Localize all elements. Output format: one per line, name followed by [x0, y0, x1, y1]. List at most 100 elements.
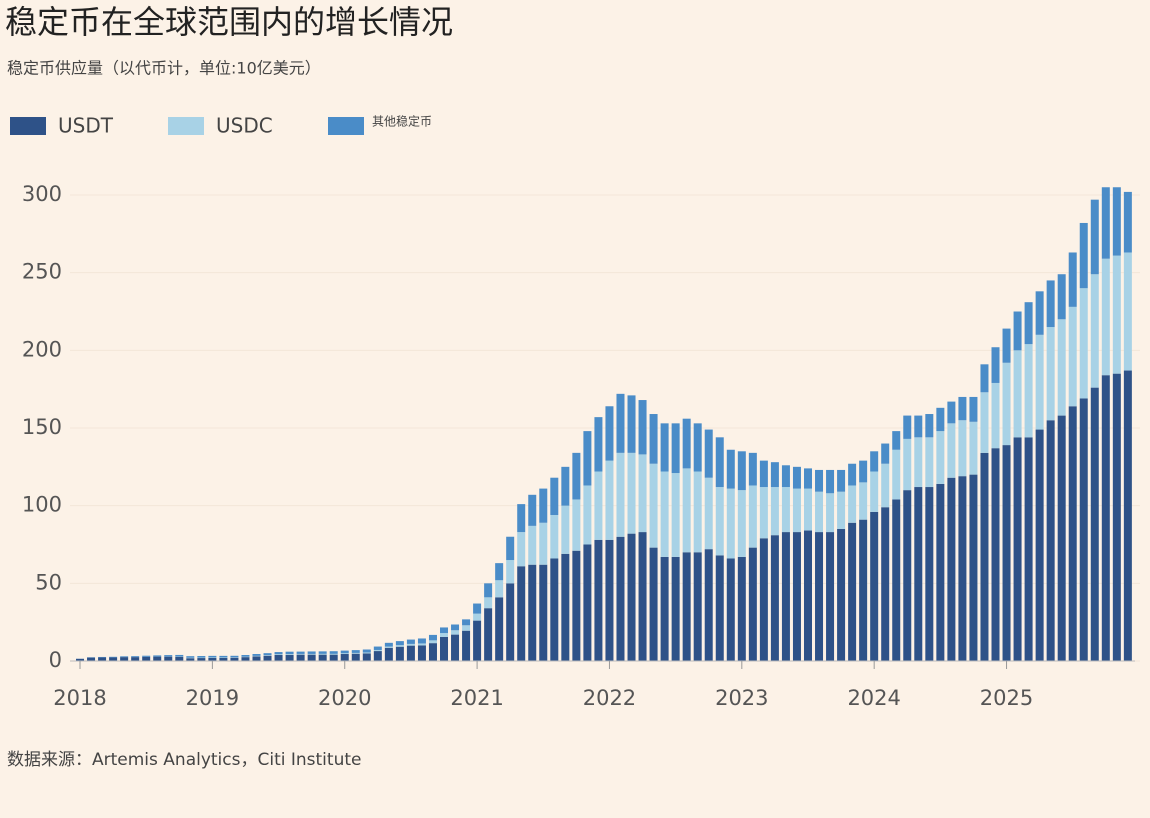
bar-segment — [263, 655, 272, 656]
bar-segment — [98, 657, 107, 661]
bar-segment — [870, 471, 879, 512]
bar-segment — [958, 396, 967, 421]
bar-segment — [252, 656, 261, 661]
bar-segment — [991, 347, 1000, 383]
bar-segment — [803, 468, 812, 489]
bar-segment — [704, 477, 713, 550]
bar-segment — [274, 654, 283, 655]
bar-segment — [219, 657, 228, 661]
bar-segment — [980, 452, 989, 661]
y-tick-label: 200 — [22, 337, 62, 361]
bar-segment — [561, 553, 570, 661]
bar-segment — [550, 477, 559, 515]
bar-segment — [991, 448, 1000, 661]
bar-segment — [859, 482, 868, 520]
bar-segment — [1079, 222, 1088, 289]
bar-segment — [859, 519, 868, 661]
bar-segment — [517, 504, 526, 533]
bar-segment — [351, 652, 360, 654]
bar-segment — [120, 657, 129, 661]
bar-segment — [362, 653, 371, 661]
bar-segment — [495, 580, 504, 598]
bar-segment — [428, 643, 437, 661]
legend-swatch — [10, 117, 46, 135]
bar-segment — [627, 533, 636, 661]
bar-segment — [351, 653, 360, 661]
bar-segment — [903, 490, 912, 661]
bar-segment — [329, 651, 338, 654]
bar-segment — [594, 417, 603, 472]
bar-segment — [1068, 252, 1077, 307]
bar-segment — [528, 494, 537, 526]
bar-segment — [572, 499, 581, 551]
bar-segment — [859, 460, 868, 483]
bar-segment — [373, 649, 382, 652]
bar-segment — [826, 469, 835, 494]
bar-segment — [495, 563, 504, 581]
bar-segment — [936, 407, 945, 432]
bar-segment — [340, 653, 349, 655]
bar-segment — [1057, 415, 1066, 661]
bar-segment — [307, 651, 316, 654]
x-tick-label: 2022 — [583, 686, 636, 710]
bar-segment — [142, 656, 151, 661]
y-tick-label: 300 — [22, 182, 62, 206]
bar-segment — [671, 473, 680, 557]
bar-segment — [1123, 191, 1132, 253]
bar-segment — [638, 532, 647, 661]
bar-segment — [638, 400, 647, 455]
bar-segment — [616, 393, 625, 453]
bar-segment — [682, 418, 691, 469]
bar-segment — [1002, 328, 1011, 363]
bar-segment — [781, 532, 790, 661]
bar-segment — [1112, 187, 1121, 256]
bar-segment — [958, 476, 967, 661]
bar-segment — [572, 550, 581, 661]
bar-segment — [1013, 350, 1022, 438]
bar-segment — [539, 488, 548, 523]
bar-segment — [428, 634, 437, 641]
bar-segment — [991, 382, 1000, 449]
bar-segment — [395, 645, 404, 647]
bar-segment — [241, 657, 250, 661]
bar-segment — [539, 564, 548, 661]
bar-segment — [583, 485, 592, 545]
bar-segment — [980, 392, 989, 453]
bar-segment — [384, 647, 393, 661]
bar-segment — [947, 423, 956, 478]
bar-segment — [539, 522, 548, 565]
bar-segment — [362, 649, 371, 653]
bar-segment — [417, 645, 426, 661]
bar-segment — [473, 603, 482, 614]
bar-segment — [848, 522, 857, 661]
bar-segment — [274, 652, 283, 655]
bar-segment — [506, 583, 515, 661]
bar-segment — [197, 658, 206, 661]
legend-label: 其他稳定币 — [372, 114, 432, 129]
bar-segment — [1123, 370, 1132, 661]
bar-segment — [1079, 288, 1088, 399]
bar-segment — [219, 655, 228, 658]
x-tick-label: 2025 — [980, 686, 1033, 710]
bar-segment — [726, 449, 735, 489]
bar-segment — [649, 547, 658, 661]
bar-segment — [1101, 258, 1110, 376]
bar-segment — [737, 451, 746, 491]
bar-segment — [164, 655, 173, 657]
bar-segment — [318, 651, 327, 654]
bar-segment — [175, 654, 184, 657]
bar-segment — [296, 654, 305, 661]
bar-segment — [815, 532, 824, 661]
bar-segment — [726, 488, 735, 559]
bar-segment — [748, 485, 757, 548]
bar-segment — [958, 420, 967, 477]
chart-subtitle: 稳定币供应量（以代币计，单位:10亿美元） — [7, 59, 321, 78]
bar-segment — [1035, 334, 1044, 430]
bar-segment — [462, 625, 471, 631]
bar-segment — [340, 650, 349, 654]
bar-segment — [947, 401, 956, 424]
bar-segment — [892, 449, 901, 500]
bar-segment — [1013, 437, 1022, 661]
bar-segment — [892, 431, 901, 450]
